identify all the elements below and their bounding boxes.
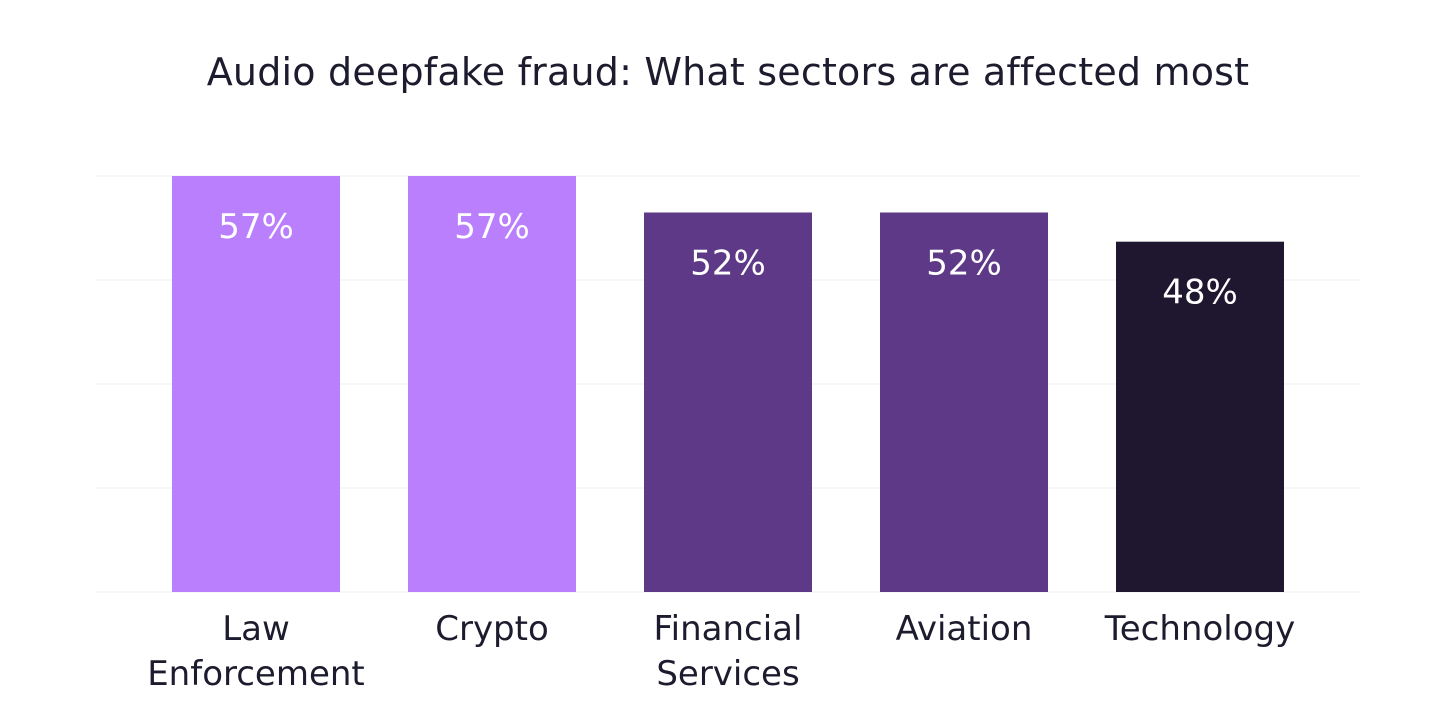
category-label-line: Services: [656, 654, 799, 694]
category-label-line: Aviation: [896, 609, 1033, 649]
category-label-line: Crypto: [435, 609, 549, 649]
bar-value-label: 52%: [926, 243, 1002, 283]
category-label-line: Financial: [654, 609, 803, 649]
bar-value-label: 52%: [690, 243, 766, 283]
category-label: Law Enforcement: [147, 609, 365, 694]
bar: [408, 176, 576, 592]
bar-value-label: 57%: [454, 207, 530, 247]
bar: [172, 176, 340, 592]
category-label: Technology: [1104, 609, 1295, 649]
bar-value-label: 57%: [218, 207, 294, 247]
bar: [644, 212, 812, 593]
category-label: Crypto: [435, 609, 549, 649]
category-label: Aviation: [896, 609, 1033, 649]
bar: [880, 212, 1048, 593]
bar: [1116, 241, 1284, 592]
category-label-line: Technology: [1104, 609, 1295, 649]
category-label-line: Enforcement: [147, 654, 365, 694]
value-labels: 57% 57% 52% 52% 48%: [218, 207, 1238, 313]
bars: [172, 176, 1284, 593]
bar-value-label: 48%: [1162, 273, 1238, 313]
category-labels: Law Enforcement Crypto Financial Services Avi…: [147, 609, 1295, 694]
chart-title: Audio deepfake fraud: What sectors are a…: [206, 50, 1250, 94]
category-label-line: Law: [222, 609, 290, 649]
category-label: Financial Services: [654, 609, 803, 694]
